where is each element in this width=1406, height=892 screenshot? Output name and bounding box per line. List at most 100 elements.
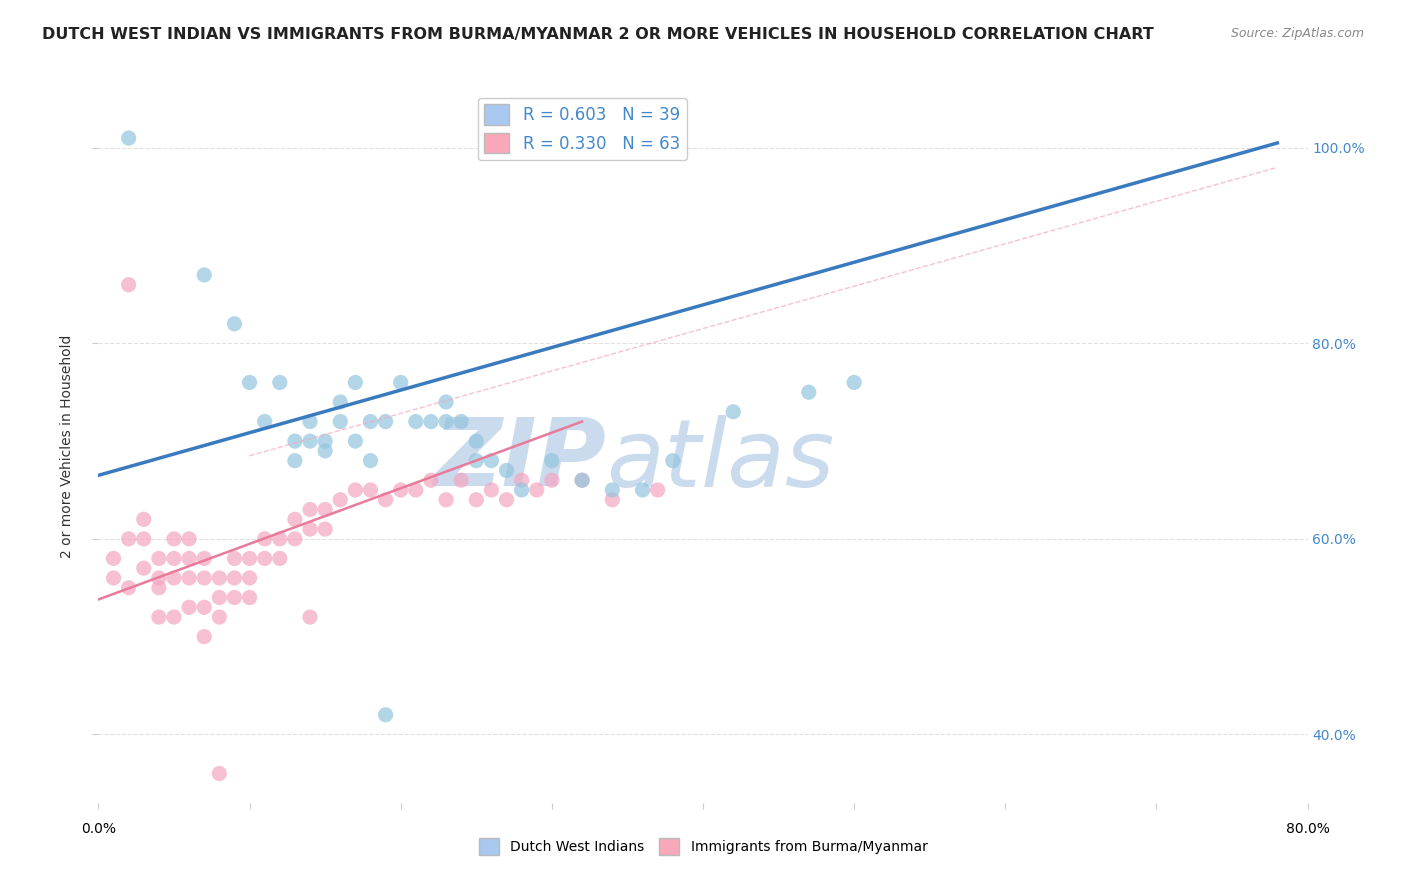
Point [389,483,412,497]
Point [299,502,322,516]
Point [224,317,246,331]
Point [253,551,276,566]
Point [208,591,231,605]
Point [163,551,186,566]
Point [148,551,170,566]
Point [269,532,291,546]
Point [284,512,307,526]
Point [481,453,503,467]
Point [224,551,246,566]
Point [103,551,125,566]
Point [434,415,457,429]
Legend: Dutch West Indians, Immigrants from Burma/Myanmar: Dutch West Indians, Immigrants from Burm… [472,832,934,860]
Point [239,551,262,566]
Point [450,415,472,429]
Point [148,581,170,595]
Point [299,610,322,624]
Point [420,473,443,487]
Point [344,434,367,449]
Point [239,571,262,585]
Point [465,434,488,449]
Point [647,483,669,497]
Point [420,415,443,429]
Point [118,532,141,546]
Point [179,571,201,585]
Point [118,277,141,292]
Point [163,532,186,546]
Point [571,473,593,487]
Point [118,581,141,595]
Point [481,483,503,497]
Point [844,376,866,390]
Point [329,492,352,507]
Point [526,483,548,497]
Point [132,532,155,546]
Point [495,492,517,507]
Point [193,571,215,585]
Text: 80.0%: 80.0% [1285,822,1330,837]
Point [193,630,215,644]
Point [344,376,367,390]
Point [510,483,533,497]
Text: 0.0%: 0.0% [82,822,115,837]
Point [344,483,367,497]
Point [148,610,170,624]
Point [465,492,488,507]
Point [148,571,170,585]
Point [118,131,141,145]
Point [540,473,562,487]
Point [374,415,396,429]
Point [797,385,820,400]
Point [540,453,562,467]
Point [360,453,382,467]
Point [510,473,533,487]
Point [179,532,201,546]
Point [193,551,215,566]
Point [360,415,382,429]
Point [284,532,307,546]
Point [163,571,186,585]
Point [314,434,336,449]
Point [269,376,291,390]
Point [179,551,201,566]
Point [434,492,457,507]
Point [208,766,231,780]
Point [299,522,322,536]
Point [224,571,246,585]
Point [314,443,336,458]
Point [405,483,427,497]
Y-axis label: 2 or more Vehicles in Household: 2 or more Vehicles in Household [60,334,75,558]
Point [631,483,654,497]
Point [239,376,262,390]
Point [253,532,276,546]
Point [269,551,291,566]
Text: Source: ZipAtlas.com: Source: ZipAtlas.com [1230,27,1364,40]
Point [661,453,683,467]
Point [132,512,155,526]
Point [299,415,322,429]
Text: ZIP: ZIP [433,414,606,507]
Point [405,415,427,429]
Text: atlas: atlas [606,415,835,506]
Point [132,561,155,575]
Point [465,453,488,467]
Point [389,376,412,390]
Point [253,415,276,429]
Point [374,492,396,507]
Point [284,453,307,467]
Point [208,571,231,585]
Point [723,405,745,419]
Point [179,600,201,615]
Point [374,707,396,722]
Point [239,591,262,605]
Point [208,610,231,624]
Point [571,473,593,487]
Point [329,415,352,429]
Point [434,395,457,409]
Point [314,522,336,536]
Point [224,591,246,605]
Point [163,610,186,624]
Point [360,483,382,497]
Point [193,600,215,615]
Text: DUTCH WEST INDIAN VS IMMIGRANTS FROM BURMA/MYANMAR 2 OR MORE VEHICLES IN HOUSEHO: DUTCH WEST INDIAN VS IMMIGRANTS FROM BUR… [42,27,1154,42]
